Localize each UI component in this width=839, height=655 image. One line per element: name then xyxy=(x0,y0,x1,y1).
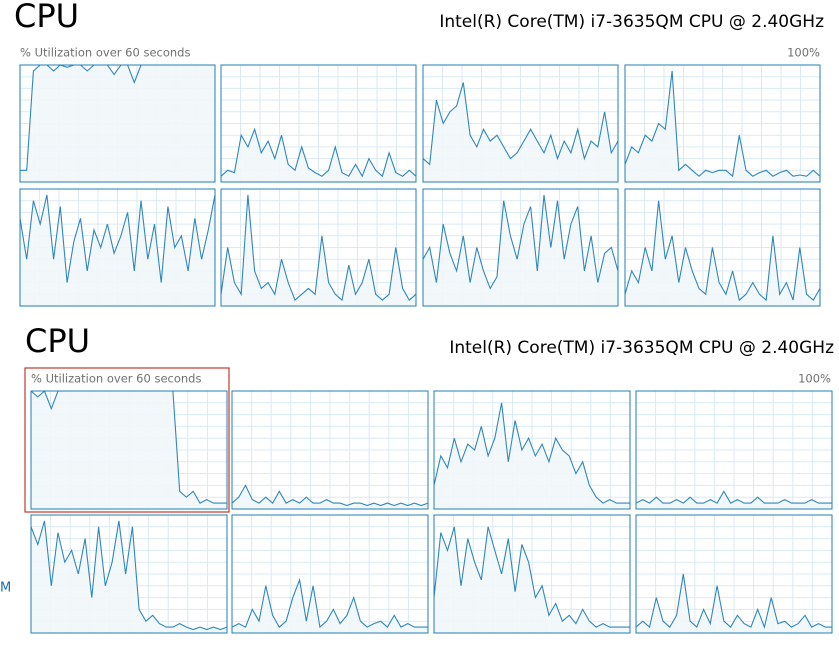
graph-border xyxy=(433,390,631,510)
graph-border xyxy=(220,188,417,307)
area-fill xyxy=(20,194,215,306)
graph-border xyxy=(422,64,619,183)
usage-line xyxy=(635,573,832,629)
area-fill xyxy=(221,129,416,182)
usage-line xyxy=(433,526,630,628)
side-text: M xyxy=(0,581,11,596)
max-label: 100% xyxy=(798,372,831,386)
cpu-name: Intel(R) Core(TM) i7-3635QM CPU @ 2.40GH… xyxy=(449,338,834,358)
graph-border xyxy=(19,188,216,307)
graph-border xyxy=(19,64,216,183)
graph-border xyxy=(635,390,833,510)
usage-line xyxy=(422,194,619,290)
graph-border xyxy=(231,514,429,634)
graph-border xyxy=(624,188,821,307)
selection-box xyxy=(24,367,230,513)
area-fill xyxy=(625,200,820,306)
area-fill xyxy=(423,194,618,306)
area-fill xyxy=(232,485,428,509)
max-label: 100% xyxy=(787,46,820,60)
graph-border xyxy=(422,188,619,307)
usage-line xyxy=(624,70,821,178)
usage-line xyxy=(422,82,619,166)
usage-line xyxy=(624,200,821,302)
graph-border xyxy=(635,514,833,634)
usage-line xyxy=(433,402,630,504)
area-fill xyxy=(423,82,618,182)
cpu-name: Intel(R) Core(TM) i7-3635QM CPU @ 2.40GH… xyxy=(439,12,824,32)
graph-border xyxy=(231,390,429,510)
area-fill xyxy=(31,391,227,509)
subtitle: % Utilization over 60 seconds xyxy=(20,46,190,60)
usage-line xyxy=(635,490,832,504)
panel-title: CPU xyxy=(14,0,79,35)
usage-line xyxy=(220,194,417,302)
area-fill xyxy=(20,65,215,182)
area-fill xyxy=(31,520,227,633)
usage-line xyxy=(19,194,216,283)
graph-border xyxy=(30,390,228,510)
area-fill xyxy=(221,194,416,306)
area-fill xyxy=(232,579,428,633)
graph-border xyxy=(433,514,631,634)
area-fill xyxy=(434,402,630,509)
usage-line xyxy=(220,127,417,178)
graph-border xyxy=(30,514,228,634)
area-fill xyxy=(636,491,832,509)
usage-line xyxy=(231,484,429,507)
panel-title: CPU xyxy=(25,322,90,360)
usage-line xyxy=(231,577,428,629)
usage-line xyxy=(30,520,228,631)
graph-border xyxy=(624,64,821,183)
subtitle: % Utilization over 60 seconds xyxy=(31,372,201,386)
graph-border xyxy=(220,64,417,183)
